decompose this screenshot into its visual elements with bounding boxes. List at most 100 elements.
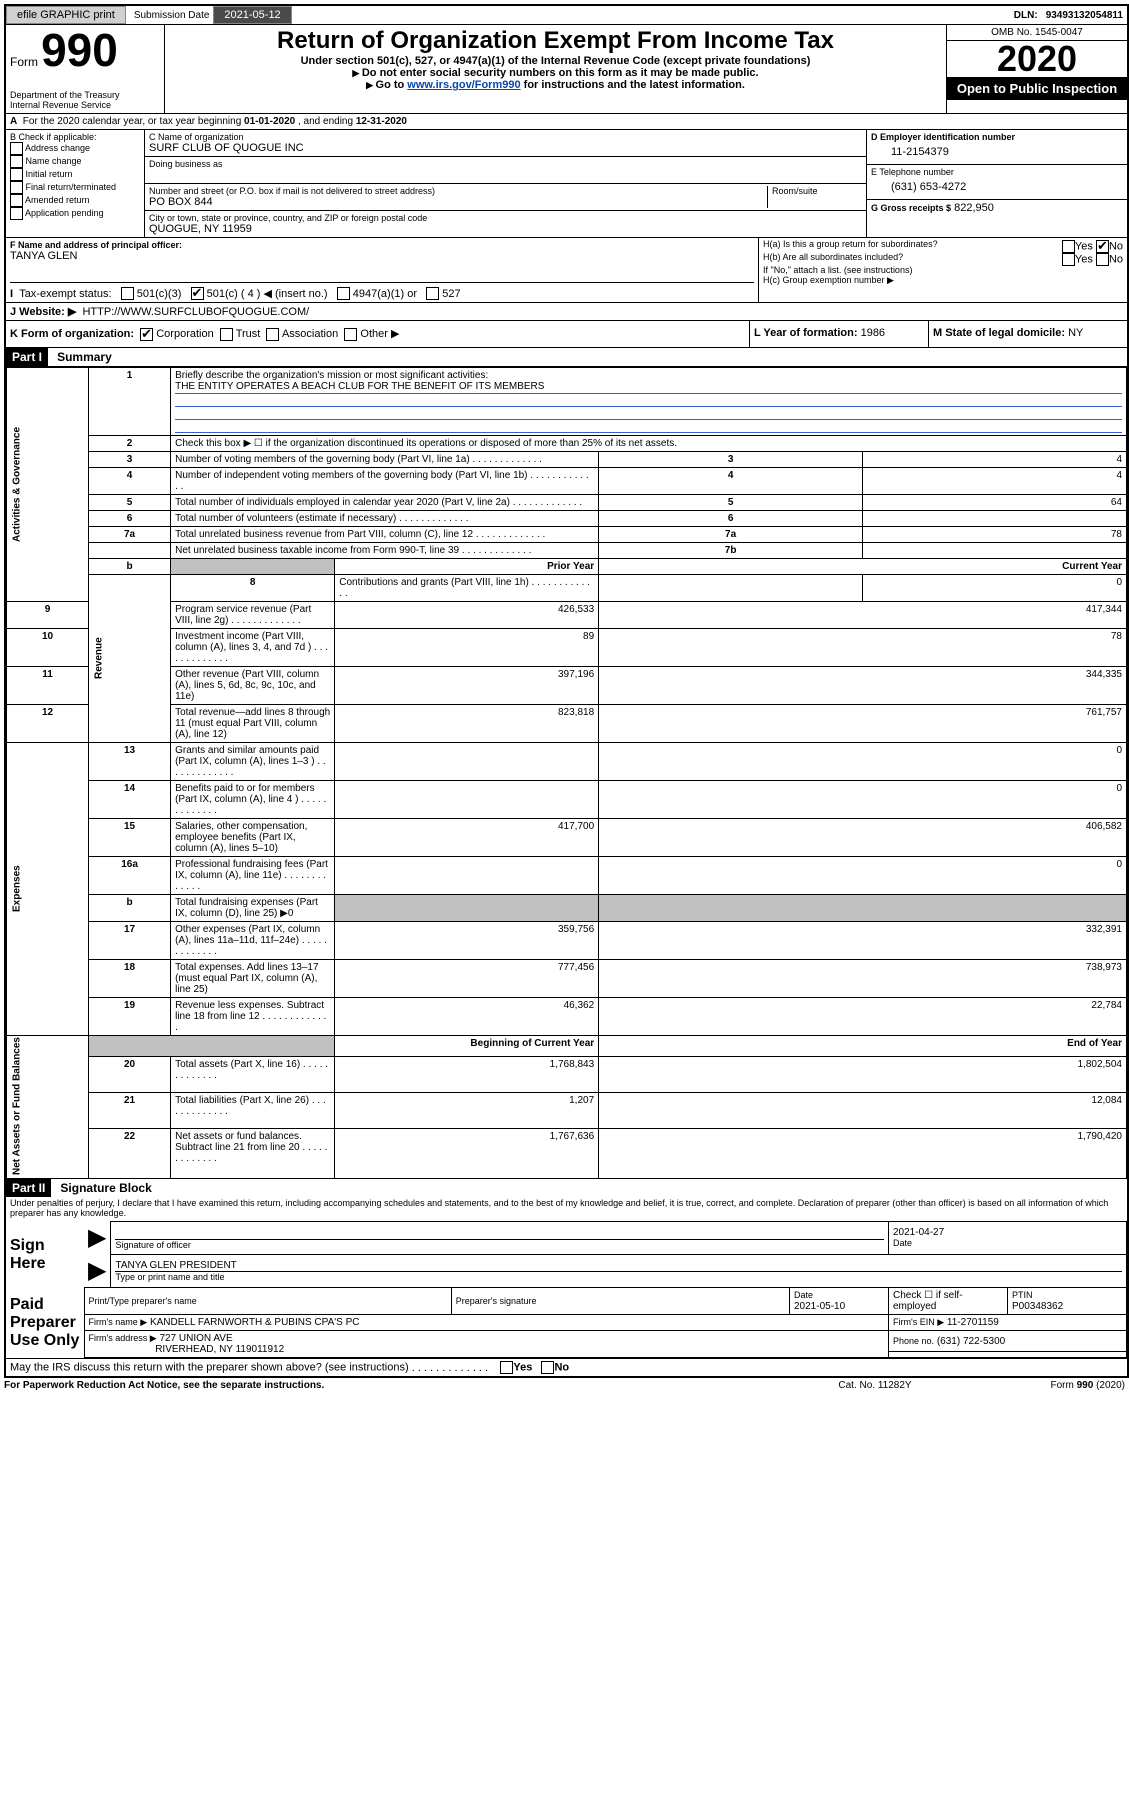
sig-officer-label: Signature of officer xyxy=(115,1240,190,1250)
top-bar: efile GRAPHIC print Submission Date 2021… xyxy=(6,6,1127,25)
firm-addr2: RIVERHEAD, NY 119011912 xyxy=(155,1344,284,1355)
website-value: HTTP://WWW.SURFCLUBOFQUOGUE.COM/ xyxy=(82,306,309,318)
subtitle-3: Go to www.irs.gov/Form990 for instructio… xyxy=(169,79,942,91)
tax-year-begin: 01-01-2020 xyxy=(244,116,295,127)
line-a-text-b: , and ending xyxy=(298,116,356,127)
opt-501c3[interactable]: 501(c)(3) xyxy=(137,288,182,300)
chk-name[interactable]: Name change xyxy=(26,156,82,166)
ag-row-7a: Total unrelated business revenue from Pa… xyxy=(171,526,599,542)
opt-4947[interactable]: 4947(a)(1) or xyxy=(353,288,417,300)
col-prior: Prior Year xyxy=(335,558,599,574)
chk-final[interactable]: Final return/terminated xyxy=(26,182,117,192)
h-a: H(a) Is this a group return for subordin… xyxy=(763,240,1062,253)
prep-name-label: Print/Type preparer's name xyxy=(89,1296,197,1306)
m-label: M State of legal domicile: xyxy=(933,327,1065,339)
vlabel-ag: Activities & Governance xyxy=(7,367,89,601)
pra-notice: For Paperwork Reduction Act Notice, see … xyxy=(4,1380,324,1391)
exp-18: Total expenses. Add lines 13–17 (must eq… xyxy=(171,959,335,997)
opt-501c[interactable]: 501(c) ( 4 ) ◀ (insert no.) xyxy=(207,288,328,300)
dln-label: DLN: xyxy=(1010,8,1042,23)
form-number: 990 xyxy=(41,24,118,76)
tax-year-end: 12-31-2020 xyxy=(356,116,407,127)
firm-ein-label: Firm's EIN ▶ xyxy=(893,1317,944,1327)
ag-row-4: Number of independent voting members of … xyxy=(171,467,599,494)
gross-value: 822,950 xyxy=(954,202,994,214)
rev-11: Other revenue (Part VIII, column (A), li… xyxy=(171,666,335,704)
form-word: Form xyxy=(10,55,38,69)
subtitle-1: Under section 501(c), 527, or 4947(a)(1)… xyxy=(169,55,942,67)
firm-name: KANDELL FARNWORTH & PUBINS CPA'S PC xyxy=(150,1317,360,1328)
firm-ein: 11-2701159 xyxy=(947,1317,999,1328)
ag-row-3: Number of voting members of the governin… xyxy=(171,451,599,467)
form-title: Return of Organization Exempt From Incom… xyxy=(169,27,942,55)
chk-pending[interactable]: Application pending xyxy=(25,208,104,218)
rev-10: Investment income (Part VIII, column (A)… xyxy=(171,628,335,666)
discuss-text: May the IRS discuss this return with the… xyxy=(10,1362,488,1374)
part2-title: Signature Block xyxy=(54,1179,157,1197)
irs-label: Internal Revenue Service xyxy=(10,101,160,111)
tax-exempt-label: Tax-exempt status: xyxy=(19,288,111,300)
exp-14: Benefits paid to or for members (Part IX… xyxy=(171,780,335,818)
cat-no: Cat. No. 11282Y xyxy=(775,1380,975,1391)
dln-value: 93493132054811 xyxy=(1042,8,1127,23)
gross-label: G Gross receipts $ xyxy=(871,203,951,213)
firm-addr-label: Firm's address ▶ xyxy=(89,1333,157,1343)
net-21: Total liabilities (Part X, line 26) xyxy=(171,1092,335,1128)
exp-13: Grants and similar amounts paid (Part IX… xyxy=(171,742,335,780)
vlabel-net: Net Assets or Fund Balances xyxy=(7,1035,89,1178)
self-employed[interactable]: Check ☐ if self-employed xyxy=(889,1288,1008,1315)
sig-date: 2021-04-27 xyxy=(893,1227,1122,1238)
signature-table: Sign Here ▶ Signature of officer 2021-04… xyxy=(6,1221,1127,1359)
rev-9: Program service revenue (Part VIII, line… xyxy=(171,601,335,628)
discuss-no[interactable]: No xyxy=(554,1362,569,1374)
org-name-label: C Name of organization xyxy=(149,132,862,142)
ag-row-5: Total number of individuals employed in … xyxy=(171,494,599,510)
net-22: Net assets or fund balances. Subtract li… xyxy=(171,1128,335,1178)
vlabel-exp: Expenses xyxy=(7,742,89,1035)
opt-527[interactable]: 527 xyxy=(442,288,460,300)
k-trust[interactable]: Trust xyxy=(236,328,261,340)
k-corp[interactable]: Corporation xyxy=(156,328,213,340)
part2-header: Part II xyxy=(6,1179,51,1197)
l1-label: Briefly describe the organization's miss… xyxy=(175,370,488,381)
phone-label: E Telephone number xyxy=(871,167,1123,177)
line-2: Check this box ▶ ☐ if the organization d… xyxy=(171,435,1127,451)
sign-here: Sign Here xyxy=(6,1221,84,1288)
part1-table: Activities & Governance 1 Briefly descri… xyxy=(6,367,1127,1179)
col-end: End of Year xyxy=(599,1035,1127,1056)
street-value: PO BOX 844 xyxy=(149,196,767,208)
rev-8: Contributions and grants (Part VIII, lin… xyxy=(335,574,599,601)
irs-link[interactable]: www.irs.gov/Form990 xyxy=(407,79,520,91)
l-value: 1986 xyxy=(861,327,885,339)
exp-15: Salaries, other compensation, employee b… xyxy=(171,818,335,856)
k-assoc[interactable]: Association xyxy=(282,328,338,340)
prep-date-label: Date xyxy=(794,1290,813,1300)
ptin-label: PTIN xyxy=(1012,1290,1033,1300)
mission-text: THE ENTITY OPERATES A BEACH CLUB FOR THE… xyxy=(175,381,1122,394)
efile-print-button[interactable]: efile GRAPHIC print xyxy=(6,6,126,24)
exp-17: Other expenses (Part IX, column (A), lin… xyxy=(171,921,335,959)
part1-title: Summary xyxy=(51,348,118,366)
ag-row-7b: Net unrelated business taxable income fr… xyxy=(171,542,599,558)
chk-address[interactable]: Address change xyxy=(25,143,90,153)
firm-phone-label: Phone no. xyxy=(893,1336,934,1346)
discuss-yes[interactable]: Yes xyxy=(513,1362,532,1374)
officer-value: TANYA GLEN xyxy=(10,250,754,262)
submission-date-button[interactable]: 2021-05-12 xyxy=(213,6,291,24)
room-label: Room/suite xyxy=(772,186,862,196)
perjury-text: Under penalties of perjury, I declare th… xyxy=(6,1197,1127,1221)
exp-16a: Professional fundraising fees (Part IX, … xyxy=(171,856,335,894)
officer-name-title: TANYA GLEN PRESIDENT xyxy=(115,1260,1122,1272)
dba-label: Doing business as xyxy=(149,159,862,169)
tax-year: 2020 xyxy=(947,41,1127,77)
vlabel-rev: Revenue xyxy=(89,574,171,742)
m-value: NY xyxy=(1068,327,1083,339)
exp-19: Revenue less expenses. Subtract line 18 … xyxy=(171,997,335,1035)
k-other[interactable]: Other ▶ xyxy=(360,328,399,340)
firm-addr1: 727 UNION AVE xyxy=(159,1333,232,1344)
prep-sig-label: Preparer's signature xyxy=(456,1296,537,1306)
chk-initial[interactable]: Initial return xyxy=(26,169,73,179)
chk-amended[interactable]: Amended return xyxy=(25,195,90,205)
paid-preparer: Paid Preparer Use Only xyxy=(6,1288,84,1358)
prep-date: 2021-05-10 xyxy=(794,1301,845,1312)
